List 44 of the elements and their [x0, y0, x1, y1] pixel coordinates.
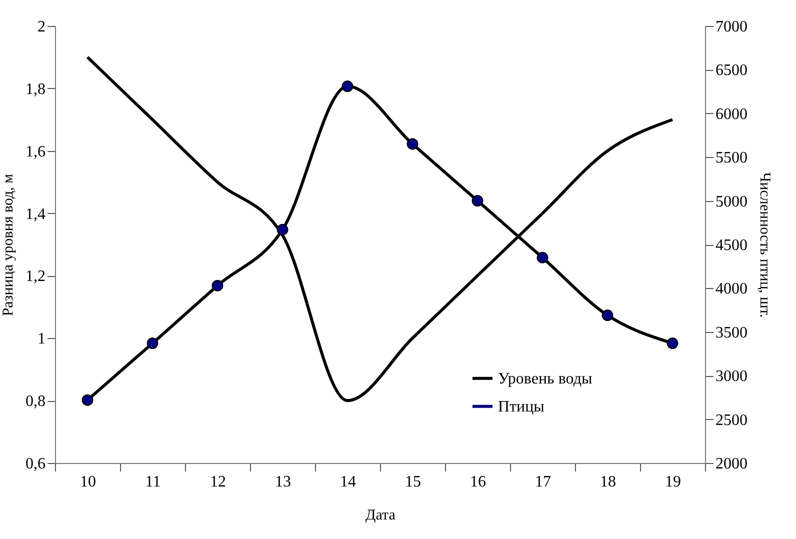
- point: [472, 195, 484, 207]
- x-tick-label: 12: [210, 474, 226, 490]
- y-tick-label: 2: [38, 18, 46, 36]
- y-tick-label: 0,6: [26, 456, 46, 472]
- y2-tick-label: 4000: [716, 280, 748, 298]
- x-tick-label: 14: [340, 474, 356, 490]
- legend-label: Уровень воды: [498, 370, 592, 388]
- point: [276, 224, 288, 236]
- y2-axis-title: Численность птиц, шт.: [756, 172, 772, 318]
- y-tick-label: 1,4: [26, 206, 46, 223]
- x-tick-label: 11: [145, 474, 161, 490]
- point: [536, 252, 548, 264]
- point: [666, 338, 678, 349]
- y2-tick-label: 5500: [716, 150, 748, 167]
- point: [406, 138, 418, 150]
- y-tick-label: 1: [38, 330, 46, 348]
- y-tick-label: 1,2: [26, 268, 46, 286]
- point: [146, 338, 158, 349]
- point: [602, 310, 614, 322]
- y2-tick-label: 4500: [716, 237, 748, 254]
- legend-label: Птицы: [498, 398, 545, 416]
- y-tick-label: 1,8: [26, 80, 46, 98]
- y2-tick-label: 3500: [716, 324, 748, 342]
- point: [342, 80, 354, 92]
- y2-tick-label: 3000: [716, 368, 748, 386]
- y2-tick-label: 6500: [716, 62, 748, 80]
- y-tick-label: 1,6: [26, 143, 46, 160]
- y2-tick-label: 5000: [716, 193, 748, 210]
- x-tick-label: 15: [405, 474, 421, 490]
- y2-tick-label: 2500: [716, 412, 748, 429]
- point: [82, 394, 94, 406]
- y2-tick-label: 2000: [716, 456, 748, 472]
- x-tick-label: 19: [665, 474, 681, 490]
- y2-tick-label: 6000: [716, 106, 748, 123]
- x-axis-title: Дата: [366, 508, 396, 524]
- x-tick-label: 16: [470, 474, 486, 490]
- point: [212, 280, 224, 292]
- x-tick-label: 17: [535, 474, 551, 490]
- y-tick-label: 0,8: [26, 393, 46, 410]
- y-axis-title: Разница уровня вод, м: [0, 173, 16, 316]
- y2-tick-label: 7000: [716, 18, 748, 36]
- x-tick-label: 13: [275, 474, 291, 490]
- x-tick-label: 18: [600, 474, 616, 490]
- x-tick-label: 10: [80, 474, 96, 490]
